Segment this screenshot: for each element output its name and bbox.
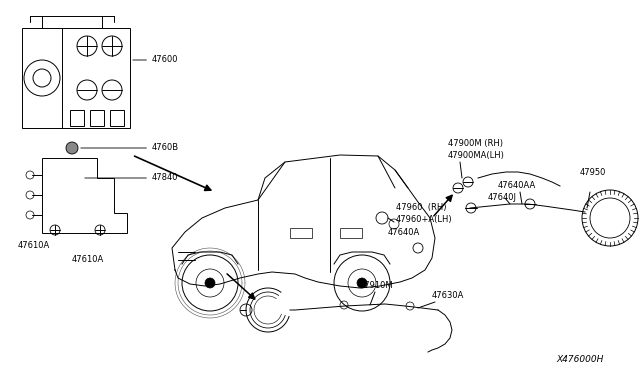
Text: 4760B: 4760B	[81, 144, 179, 153]
Text: X476000H: X476000H	[556, 355, 604, 364]
Text: 47910M: 47910M	[360, 281, 394, 290]
Text: 47600: 47600	[132, 55, 179, 64]
Bar	[110, 110, 124, 126]
Circle shape	[357, 278, 367, 288]
Bar	[22, 28, 130, 128]
Bar	[70, 110, 84, 126]
Bar	[340, 228, 362, 238]
Text: 47950: 47950	[580, 168, 606, 177]
Bar	[90, 110, 104, 126]
Bar	[290, 228, 312, 238]
Text: 47960  (RH): 47960 (RH)	[396, 203, 447, 212]
Text: 47840: 47840	[84, 173, 179, 183]
Text: 47960+A(LH): 47960+A(LH)	[396, 215, 452, 224]
Text: 47640A: 47640A	[388, 228, 420, 237]
Text: 47640J: 47640J	[488, 193, 517, 202]
Text: 47640AA: 47640AA	[498, 181, 536, 190]
Text: 47610A: 47610A	[18, 241, 51, 250]
Circle shape	[205, 278, 215, 288]
Text: 47630A: 47630A	[432, 291, 465, 300]
Text: 47900MA(LH): 47900MA(LH)	[448, 151, 505, 160]
Text: 47900M (RH): 47900M (RH)	[448, 139, 503, 148]
Circle shape	[66, 142, 78, 154]
Text: 47610A: 47610A	[72, 255, 104, 264]
